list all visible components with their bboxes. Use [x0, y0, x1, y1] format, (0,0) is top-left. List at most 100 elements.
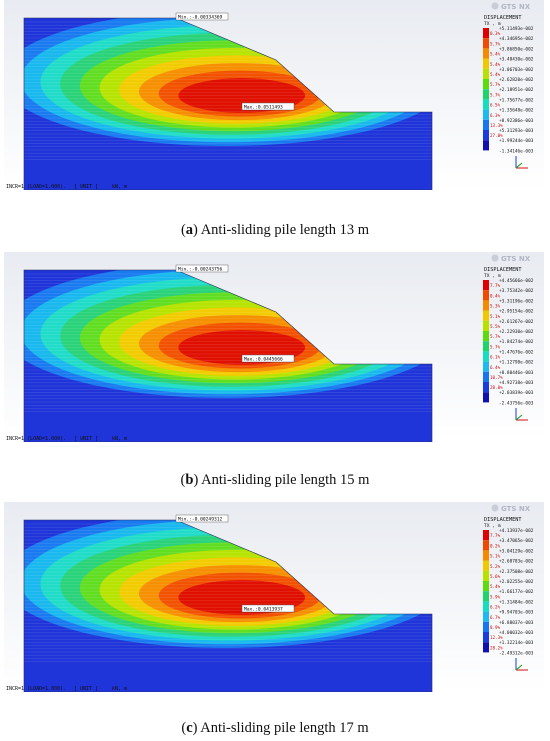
legend-value: +4.00032e-003 — [499, 630, 534, 636]
legend-swatch — [483, 591, 489, 602]
status-text: INCR=1 (LOAD=1.000). — [6, 184, 66, 190]
legend-percent: 7.7% — [490, 283, 501, 288]
legend-swatch — [483, 310, 489, 321]
legend-percent: 0.3% — [490, 31, 501, 36]
legend-percent: 5.6% — [490, 574, 501, 579]
legend-swatch — [483, 68, 489, 79]
legend-percent: 6.7% — [490, 615, 501, 620]
min-label: Min.:-0.00334369 — [178, 15, 222, 21]
caption-c: (c) Anti-sliding pile length 17 m — [181, 720, 369, 736]
legend-swatch — [483, 351, 489, 362]
legend-swatch — [483, 109, 489, 120]
legend-percent: 5.4% — [490, 584, 501, 589]
fem-panel-a: Min.:-0.00334369 Max.:0.0511493 INCR=1 (LO… — [4, 0, 544, 190]
min-tag — [175, 12, 229, 21]
legend-value: +3.48430e-002 — [499, 57, 534, 63]
legend-value: +1.47676e-002 — [499, 349, 534, 355]
legend-value: +6.88037e-003 — [499, 620, 534, 626]
legend-title: DISPLACEMENT — [484, 517, 521, 523]
legend-value: +4.13937e-002 — [499, 528, 534, 534]
legend-title: DISPLACEMENT — [484, 15, 521, 21]
status-text: INCR=1 (LOAD=1.000). — [6, 686, 66, 692]
legend-percent: 5.5% — [490, 324, 501, 329]
legend-percent: 27.0% — [490, 133, 503, 138]
legend-swatch — [483, 621, 489, 632]
legend-swatch — [483, 320, 489, 331]
legend-swatch — [483, 601, 489, 612]
legend-percent: 7.7% — [490, 533, 501, 538]
legend-swatch — [483, 99, 489, 110]
legend-value: +3.31196e-002 — [499, 298, 534, 304]
caption-b-letter: b — [185, 472, 194, 488]
legend-percent: 5.1% — [490, 554, 501, 559]
legend-value: +3.47065e-002 — [499, 538, 534, 544]
brand-name: GTS NX — [501, 255, 531, 263]
legend-value: +1.32214e-003 — [499, 640, 534, 646]
min-tag — [175, 264, 229, 273]
legend-swatch — [483, 361, 489, 372]
legend-subtitle: TX , m — [484, 21, 501, 27]
legend-percent: 6.1% — [490, 355, 501, 360]
unit-box: [ UNIT ] — [74, 686, 98, 692]
legend-value: +1.84274e-002 — [499, 339, 534, 345]
legend-value: +1.75677e-002 — [499, 97, 534, 103]
fem-panel-c: Min.:-0.00249312 Max.:0.0413937 INCR=1 (LO… — [4, 502, 544, 692]
legend-percent: 5.4% — [490, 72, 501, 77]
legend-percent: 6.4% — [490, 365, 501, 370]
legend-value: +1.35648e-002 — [499, 108, 534, 114]
fem-canvas-b: Min.:-0.00243756 Max.:0.0445666 INCR=1 (LO… — [4, 252, 544, 442]
max-tag — [241, 604, 295, 613]
legend-swatch — [483, 642, 489, 653]
legend-swatch — [483, 632, 489, 643]
legend-value: +2.95154e-002 — [499, 309, 534, 315]
legend-value: +1.31484e-002 — [499, 599, 534, 605]
legend-percent: 8.9% — [490, 625, 501, 630]
brand-logo-icon — [491, 2, 499, 10]
legend-value: +2.62820e-002 — [499, 77, 534, 83]
legend-value: +8.92386e-003 — [499, 118, 534, 124]
legend-percent: 6.3% — [490, 113, 501, 118]
slope-outline — [23, 17, 433, 190]
legend-value: +2.18951e-002 — [499, 87, 534, 93]
caption-b: (b) Anti-sliding pile length 15 m — [180, 472, 370, 488]
legend-value: +3.86850e-002 — [499, 46, 534, 52]
legend-swatch — [483, 540, 489, 551]
legend-swatch — [483, 371, 489, 382]
brand-name: GTS NX — [501, 3, 531, 11]
legend-value: +2.61267e-002 — [499, 319, 534, 325]
legend-swatch — [483, 611, 489, 622]
legend-percent: 5.7% — [490, 41, 501, 46]
caption-c-text: Anti-sliding pile length 17 m — [200, 720, 369, 736]
caption-c-letter: c — [186, 720, 193, 736]
legend-percent: 10.7% — [490, 375, 503, 380]
status-text: INCR=1 (LOAD=1.000). — [6, 436, 66, 442]
slope-outline — [23, 519, 433, 692]
max-label: Max.:0.0445666 — [244, 357, 283, 363]
legend-swatch — [483, 38, 489, 49]
legend-swatch — [483, 300, 489, 311]
legend-value: +4.92738e-003 — [499, 380, 534, 386]
fem-canvas-a: Min.:-0.00334369 Max.:0.0511493 INCR=1 (LO… — [4, 0, 544, 190]
slope-outline — [23, 269, 433, 442]
legend-title: DISPLACEMENT — [484, 267, 521, 273]
legend-value: +1.12798e-002 — [499, 360, 534, 366]
legend-percent: 5.7% — [490, 344, 501, 349]
y-axis-icon — [515, 664, 523, 671]
legend-value: +1.66177e-002 — [499, 589, 534, 595]
legend-percent: 12.3% — [490, 635, 503, 640]
legend-value: -1.34146e-003 — [499, 148, 534, 154]
legend-swatch — [483, 341, 489, 352]
legend-swatch — [483, 89, 489, 100]
legend-percent: 28.2% — [490, 645, 503, 650]
legend-swatch — [483, 290, 489, 301]
legend-value: +2.68783e-002 — [499, 559, 534, 565]
legend-value: -2.49312e-003 — [499, 650, 534, 656]
legend-percent: 5.7% — [490, 334, 501, 339]
legend-percent: 6.2% — [490, 605, 501, 610]
legend-percent: 5.4% — [490, 62, 501, 67]
legend-swatch — [483, 48, 489, 59]
legend-value: +2.03839e-003 — [499, 390, 534, 396]
legend-value: +2.02255e-002 — [499, 579, 534, 585]
legend-swatch — [483, 560, 489, 571]
y-axis-icon — [515, 162, 523, 169]
